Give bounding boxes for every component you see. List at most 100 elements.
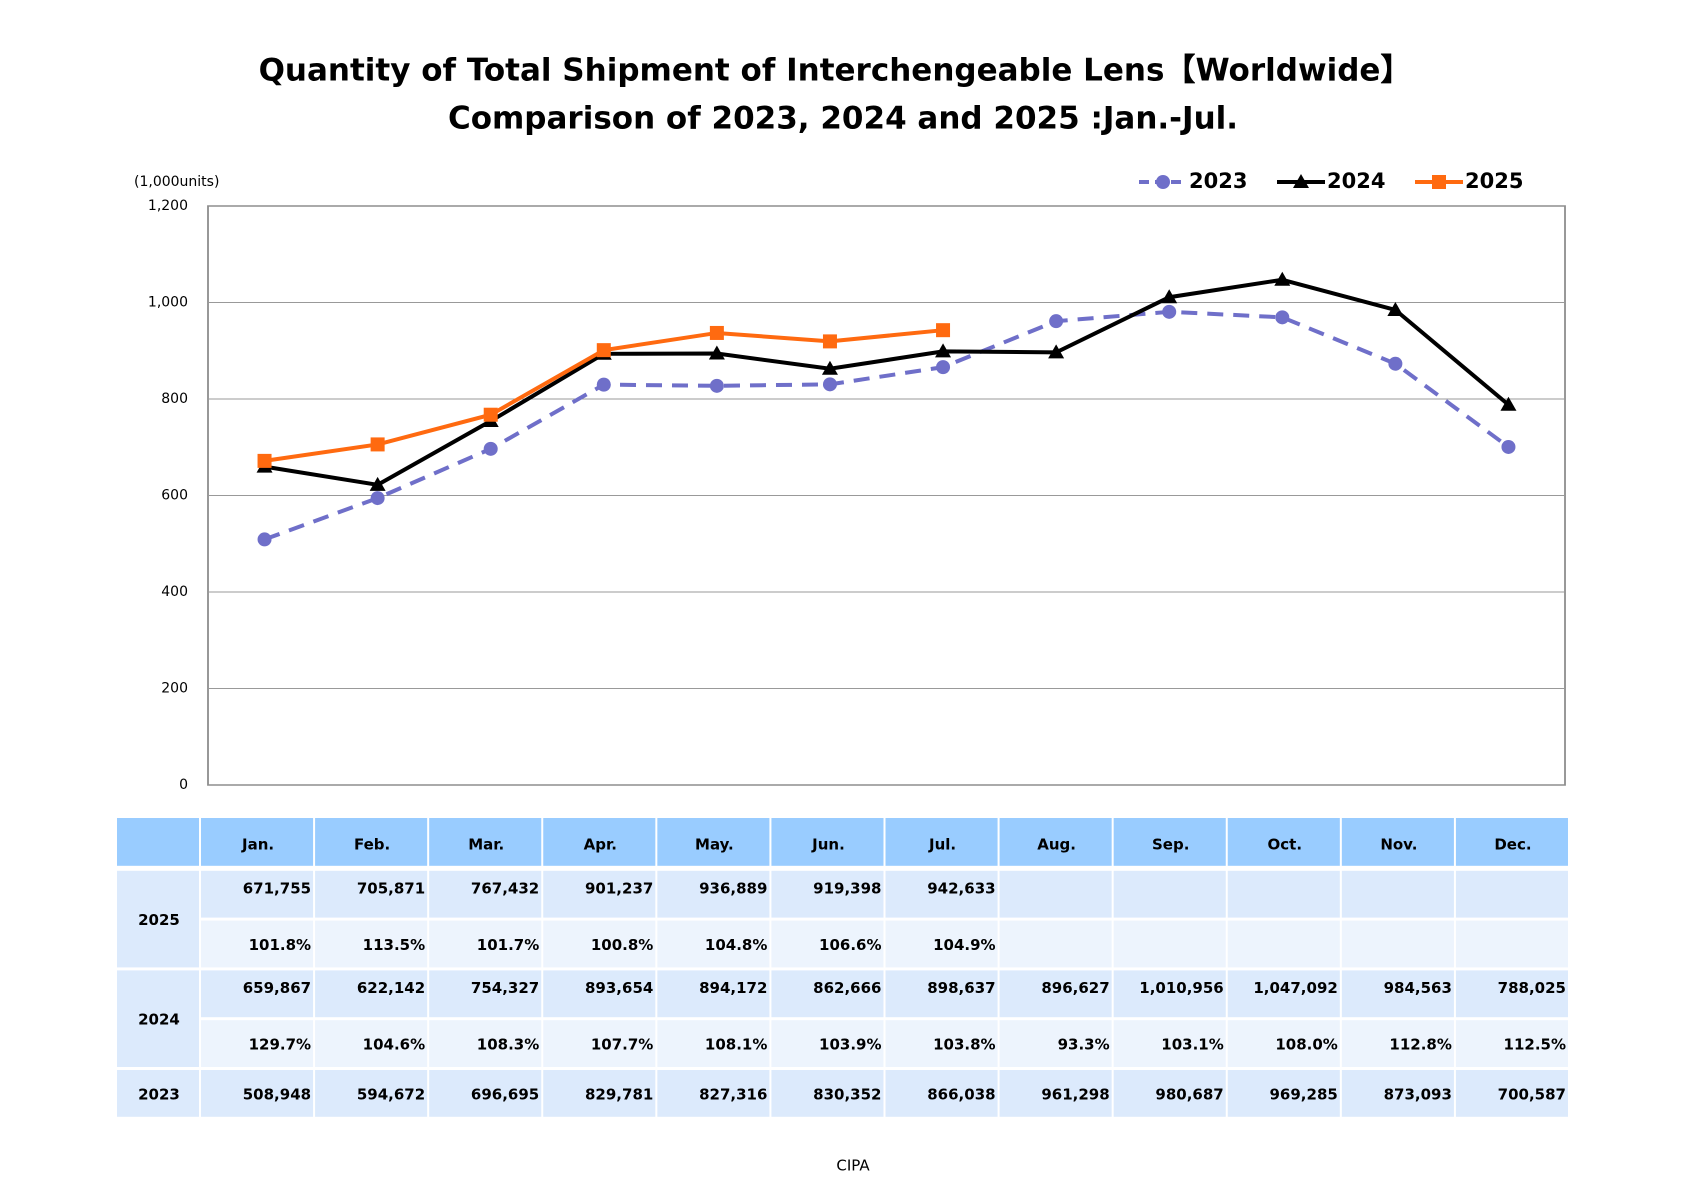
table-header: Mar. xyxy=(468,835,504,853)
table-year: 2023 xyxy=(138,1085,180,1103)
source: CIPA xyxy=(836,1157,870,1175)
table-cell xyxy=(1227,1070,1340,1117)
table-value: 1,010,956 xyxy=(1139,979,1223,997)
table-cell xyxy=(1113,920,1226,968)
point xyxy=(822,334,837,349)
point xyxy=(936,360,951,375)
point xyxy=(1162,304,1177,319)
point xyxy=(1049,314,1064,329)
table-cell xyxy=(1227,920,1340,968)
table-cell xyxy=(657,1070,770,1117)
point xyxy=(709,325,724,340)
table-value: 898,637 xyxy=(927,979,995,997)
table-header: Dec. xyxy=(1494,835,1531,853)
table-cell xyxy=(771,1070,884,1117)
point xyxy=(1500,396,1517,411)
table-cell xyxy=(201,1070,314,1117)
table-cell xyxy=(657,920,770,968)
table-value: 696,695 xyxy=(471,1085,539,1103)
table-cell xyxy=(1227,970,1340,1018)
y-tick-label: 1,000 xyxy=(148,295,188,311)
table-header: Oct. xyxy=(1268,835,1303,853)
table-cell xyxy=(429,1020,542,1067)
y-tick-label: 1,200 xyxy=(148,198,188,214)
table-year: 2024 xyxy=(138,1011,180,1029)
point xyxy=(936,323,951,338)
point xyxy=(257,532,272,547)
table-cell xyxy=(315,970,428,1018)
table-header-cell xyxy=(201,818,314,866)
table-cell xyxy=(543,920,656,968)
table-header-cell xyxy=(315,818,428,866)
table-header: Jan. xyxy=(241,835,274,853)
table-value: 108.1% xyxy=(705,1036,767,1054)
table-value: 767,432 xyxy=(471,879,539,897)
table-cell xyxy=(201,970,314,1018)
table-value: 659,867 xyxy=(243,979,311,997)
table-header-cell xyxy=(429,818,542,866)
table-header: May. xyxy=(695,835,734,853)
legend-label: 2024 xyxy=(1327,169,1385,193)
table-cell xyxy=(429,970,542,1018)
chart-subtitle: Comparison of 2023, 2024 and 2025 :Jan.-… xyxy=(448,101,1238,137)
table-cell xyxy=(657,1020,770,1067)
table-value: 107.7% xyxy=(591,1036,653,1054)
table-cell xyxy=(1341,1020,1454,1067)
table-cell xyxy=(999,870,1112,918)
table-year-cell xyxy=(117,870,199,968)
legend-marker xyxy=(1156,175,1170,189)
table-cell xyxy=(999,920,1112,968)
y-tick-label: 200 xyxy=(161,681,188,697)
table-cell xyxy=(1455,1070,1568,1117)
table-value: 980,687 xyxy=(1155,1085,1223,1103)
table-value: 108.0% xyxy=(1275,1036,1337,1054)
table-cell xyxy=(999,1070,1112,1117)
point xyxy=(1388,356,1403,371)
point xyxy=(369,476,386,491)
table-value: 104.8% xyxy=(705,936,767,954)
series-line xyxy=(263,309,1510,542)
table-value: 936,889 xyxy=(699,879,767,897)
table-cell xyxy=(1455,970,1568,1018)
table-cell xyxy=(999,970,1112,1018)
point xyxy=(821,360,838,375)
y-tick-label: 400 xyxy=(161,584,188,600)
table-value: 113.5% xyxy=(363,936,425,954)
table-value: 893,654 xyxy=(585,979,653,997)
table-cell xyxy=(657,970,770,1018)
table-header-cell xyxy=(1455,818,1568,866)
table-year-cell xyxy=(117,1070,199,1117)
table-cell xyxy=(885,970,998,1018)
table-header-cell xyxy=(1113,818,1226,866)
table-value: 969,285 xyxy=(1270,1085,1338,1103)
table-cell xyxy=(543,1070,656,1117)
table-value: 101.7% xyxy=(477,936,539,954)
point xyxy=(596,343,611,358)
table-value: 104.6% xyxy=(363,1036,425,1054)
table-header: Aug. xyxy=(1037,835,1076,853)
point xyxy=(483,407,498,422)
table-cell xyxy=(1455,870,1568,918)
table-cell xyxy=(1227,870,1340,918)
table-cell xyxy=(1455,920,1568,968)
table-value: 108.3% xyxy=(477,1036,539,1054)
table-header: Feb. xyxy=(354,835,390,853)
table-header-cell xyxy=(1341,818,1454,866)
table-value: 700,587 xyxy=(1498,1085,1566,1103)
table-cell xyxy=(201,870,314,918)
point xyxy=(370,437,385,452)
table-header: Nov. xyxy=(1380,835,1417,853)
table-value: 93.3% xyxy=(1058,1036,1110,1054)
table-value: 919,398 xyxy=(813,879,881,897)
table-value: 104.9% xyxy=(933,936,995,954)
table-cell xyxy=(1455,1020,1568,1067)
y-tick-label: 800 xyxy=(161,391,188,407)
table-cell xyxy=(1113,970,1226,1018)
table-value: 942,633 xyxy=(927,879,995,897)
point xyxy=(1501,439,1516,454)
table-value: 508,948 xyxy=(243,1085,311,1103)
table-cell xyxy=(771,1020,884,1067)
legend-marker xyxy=(1432,175,1446,189)
table-header-cell xyxy=(885,818,998,866)
table-cell xyxy=(201,920,314,968)
